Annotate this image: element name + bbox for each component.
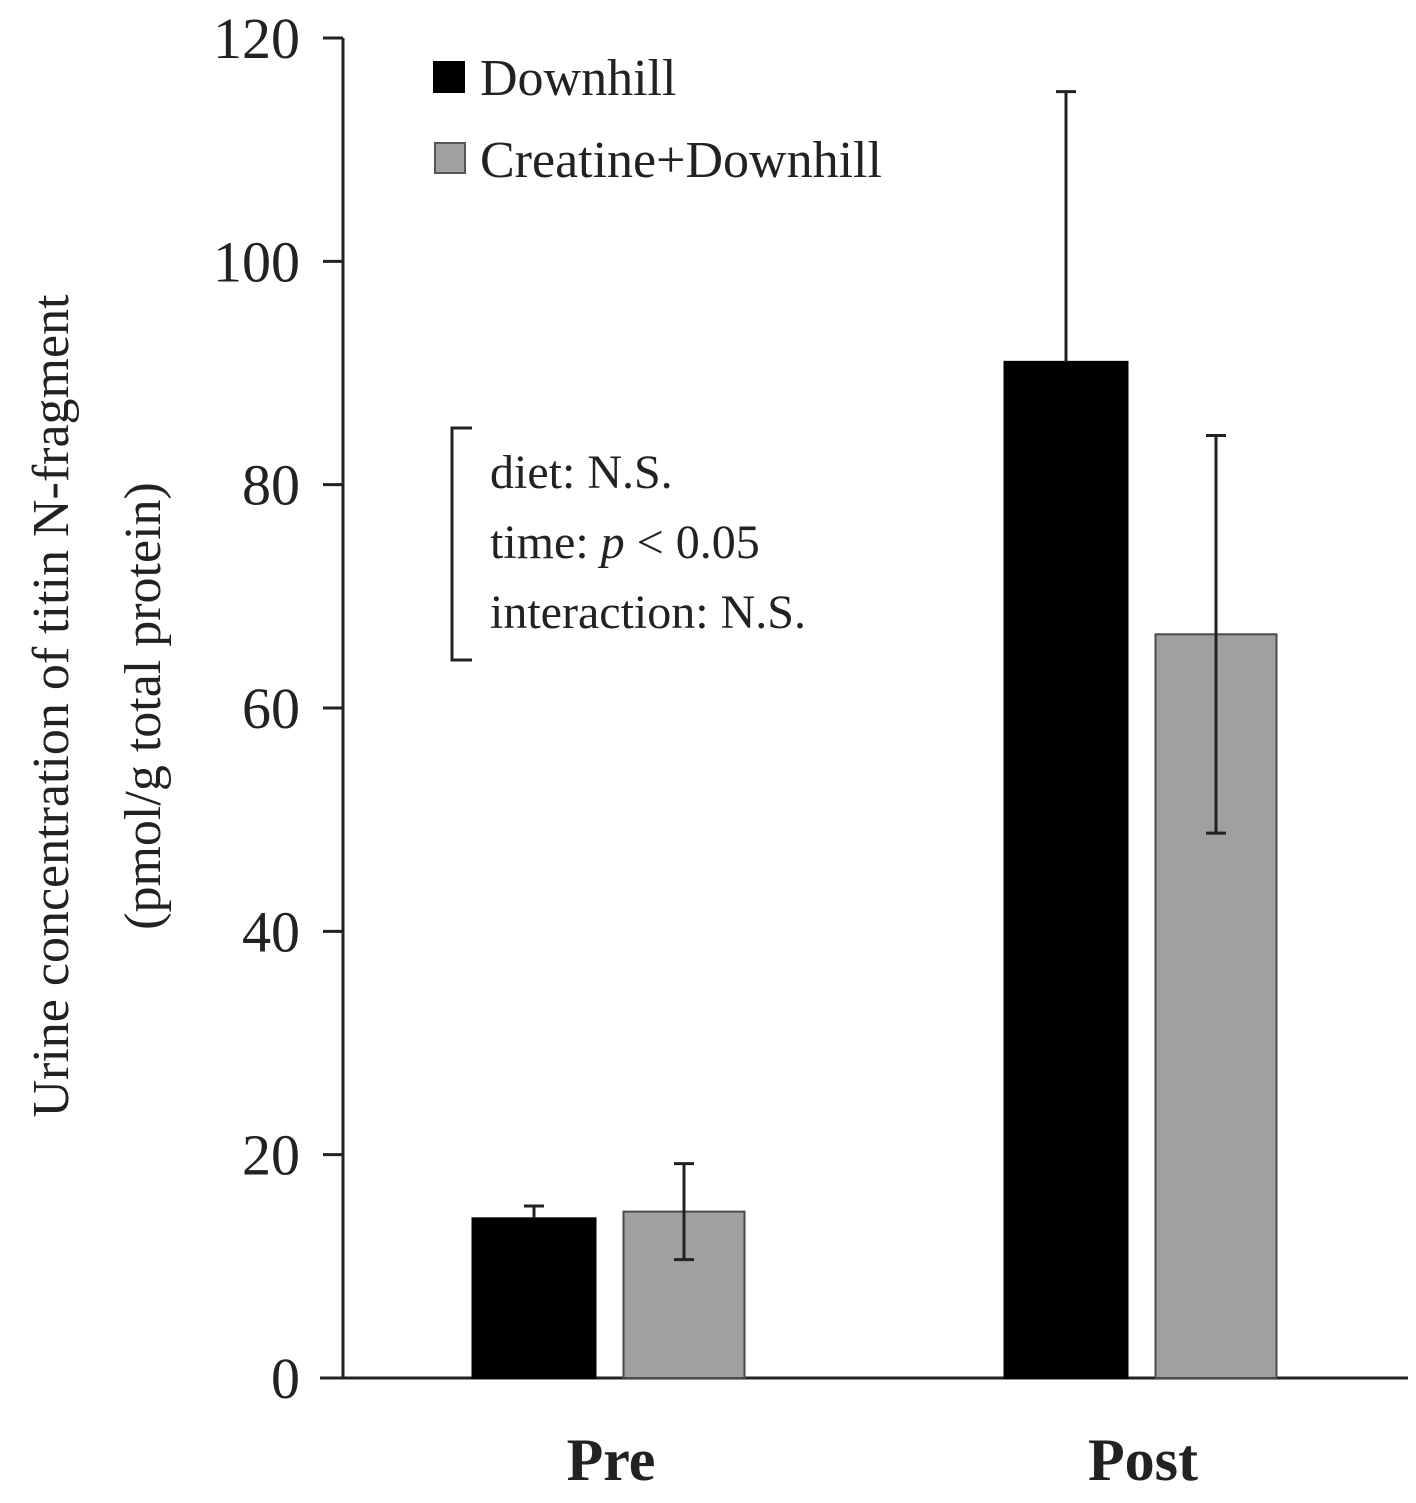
error-bar: [674, 1162, 694, 1262]
annotation-interaction: interaction: N.S.: [490, 586, 806, 639]
annotation-time-prefix: time:: [490, 516, 601, 569]
statistics-annotation: diet: N.S. time: p < 0.05 interaction: N…: [450, 426, 806, 662]
annotation-time-p: p: [598, 516, 625, 569]
y-tick-label: 120: [213, 6, 300, 71]
bars-group: [471, 90, 1278, 1380]
y-axis-title: Urine concentration of titin N-fragment …: [23, 294, 172, 1118]
legend-label-creatine-downhill: Creatine+Downhill: [480, 132, 882, 189]
y-tick-label: 60: [242, 676, 300, 741]
error-bar: [1206, 434, 1226, 835]
y-ticks: 0 20 40 60 80 100 120: [213, 6, 343, 1411]
legend-swatch-downhill: [433, 61, 465, 93]
legend-label-downhill: Downhill: [480, 50, 676, 107]
category-label-post: Post: [1088, 1427, 1198, 1493]
legend-swatch-creatine-downhill: [434, 142, 466, 174]
category-label-pre: Pre: [567, 1427, 656, 1493]
y-axis-title-line2: (pmol/g total protein): [115, 482, 172, 930]
error-bar: [524, 1204, 544, 1219]
annotation-time-suffix: < 0.05: [625, 516, 760, 569]
bar-downhill-pre: [471, 1217, 597, 1379]
y-tick-label: 80: [242, 453, 300, 518]
y-tick-label: 100: [213, 229, 300, 294]
annotation-time: time: p < 0.05: [490, 516, 760, 569]
legend: Downhill Creatine+Downhill: [433, 50, 882, 189]
annotation-bracket: [450, 426, 472, 662]
y-tick-label: 0: [271, 1346, 300, 1411]
y-tick-label: 20: [242, 1123, 300, 1188]
error-bar: [1056, 90, 1076, 362]
annotation-diet: diet: N.S.: [490, 446, 673, 499]
y-axis-title-line1: Urine concentration of titin N-fragment: [23, 294, 80, 1118]
bar-downhill-post: [1003, 360, 1129, 1380]
y-tick-label: 40: [242, 899, 300, 964]
